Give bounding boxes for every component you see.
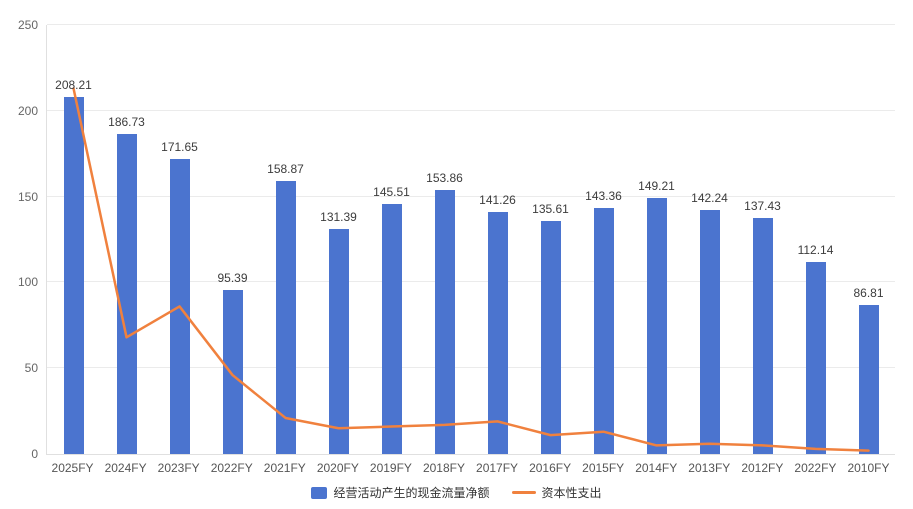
x-tick-label: 2019FY — [369, 461, 412, 475]
x-axis: 2025FY 2024FY 2023FY 2022FY 2021FY 2020FY 2019… — [46, 461, 895, 477]
gridline — [47, 195, 895, 197]
bar — [540, 221, 561, 454]
y-tick-label: 0 — [31, 447, 38, 461]
bar-value-label: 186.73 — [108, 114, 145, 129]
x-tick-label: 2025FY — [51, 461, 94, 475]
y-tick-label: 100 — [17, 275, 38, 290]
x-tick-label: 2022FY — [794, 461, 837, 475]
x-tick-label: 2024FY — [104, 461, 147, 475]
gridline — [47, 109, 895, 111]
bar-value-label: 149.21 — [638, 178, 675, 193]
x-tick-label: 2013FY — [688, 461, 731, 475]
bar-value-label: 137.43 — [744, 199, 781, 214]
bar-value-label: 141.26 — [479, 192, 516, 207]
line-series-marker — [511, 491, 536, 494]
x-tick-label: 2020FY — [316, 461, 359, 475]
x-tick-label: 2016FY — [529, 461, 572, 475]
x-tick-label: 2012FY — [741, 461, 784, 475]
bar-value-label: 153.86 — [426, 170, 463, 185]
gridline — [47, 24, 895, 25]
bar — [328, 228, 349, 454]
legend: 经营活动产生的现金流量净额 资本性支出 — [0, 484, 913, 501]
x-tick-label: 2018FY — [422, 461, 465, 475]
bar-value-label: 95.39 — [217, 271, 248, 286]
legend-label: 资本性支出 — [541, 486, 602, 500]
x-tick-label: 2010FY — [847, 461, 890, 475]
plot-area: 0 50 100 150 200 250 208.21 186.73 171.65 95.39 15… — [18, 18, 895, 461]
bar — [487, 211, 508, 454]
gridline — [47, 281, 895, 283]
bar-value-label: 131.39 — [320, 209, 357, 224]
bar-series-marker — [311, 486, 328, 499]
bar — [222, 290, 243, 454]
legend-item[interactable]: 资本性支出 — [511, 484, 602, 501]
bar-value-label: 112.14 — [797, 242, 834, 257]
line-series — [47, 25, 895, 454]
bar — [858, 305, 879, 454]
bar-value-label: 208.21 — [55, 77, 92, 92]
legend-label: 经营活动产生的现金流量净额 — [333, 486, 490, 500]
x-tick-label: 2014FY — [635, 461, 678, 475]
legend-item[interactable]: 经营活动产生的现金流量净额 — [311, 484, 490, 501]
bar — [699, 209, 720, 454]
bar — [63, 96, 84, 454]
x-tick-label: 2021FY — [263, 461, 306, 475]
bar-value-label: 143.36 — [585, 189, 622, 203]
bar — [752, 218, 773, 454]
bar — [593, 208, 614, 454]
x-tick-label: 2023FY — [157, 461, 200, 475]
x-tick-label: 2022FY — [210, 461, 253, 475]
y-tick-label: 150 — [17, 189, 38, 204]
bar-value-label: 86.81 — [853, 286, 884, 301]
y-tick-label: 250 — [17, 18, 38, 32]
bar — [275, 181, 296, 454]
bar-value-label: 142.24 — [691, 190, 728, 205]
bar — [116, 133, 137, 454]
bar — [381, 204, 402, 454]
bar-value-label: 158.87 — [267, 162, 304, 177]
bar-value-label: 171.65 — [161, 140, 198, 155]
bar — [646, 197, 667, 454]
bar-value-label: 145.51 — [373, 185, 410, 200]
y-tick-label: 50 — [24, 361, 38, 376]
bar-value-label: 135.61 — [532, 202, 569, 217]
y-tick-label: 200 — [17, 103, 38, 118]
x-tick-label: 2017FY — [476, 461, 519, 475]
x-tick-label: 2015FY — [582, 461, 625, 475]
bar — [434, 189, 455, 454]
gridline — [47, 367, 895, 369]
bar — [805, 261, 826, 454]
